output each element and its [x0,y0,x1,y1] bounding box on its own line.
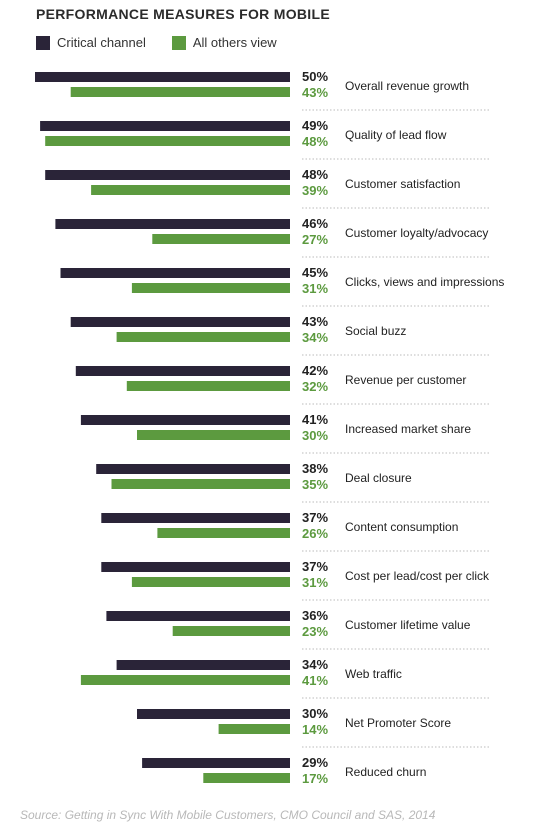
value-label-critical-2: 48% [302,167,328,182]
value-label-others-13: 14% [302,722,328,737]
bar-others-11 [172,626,290,636]
legend-item-critical: Critical channel [36,35,146,50]
category-label-10: Cost per lead/cost per click [345,569,490,583]
legend-swatch-critical [36,35,50,50]
value-label-others-0: 43% [302,85,328,100]
category-label-6: Revenue per customer [345,373,466,387]
value-label-critical-5: 43% [302,314,328,329]
bar-others-14 [203,773,290,783]
value-label-critical-8: 38% [302,461,328,476]
value-label-critical-13: 30% [302,706,328,721]
bar-others-6 [126,381,290,391]
value-label-critical-10: 37% [302,559,328,574]
value-label-critical-1: 49% [302,118,328,133]
legend-label-others: All others view [192,35,277,50]
value-label-critical-3: 46% [302,216,328,231]
bar-others-7 [137,430,290,440]
bar-critical-3 [55,219,291,229]
value-label-others-14: 17% [302,771,328,786]
bar-others-5 [116,332,290,342]
value-label-critical-14: 29% [302,755,328,770]
value-label-critical-0: 50% [302,69,328,84]
bar-critical-7 [80,415,291,425]
bar-critical-9 [101,513,290,523]
value-label-others-2: 39% [302,183,328,198]
bar-others-13 [218,724,290,734]
category-label-13: Net Promoter Score [345,716,451,730]
value-label-critical-12: 34% [302,657,328,672]
category-label-14: Reduced churn [345,765,426,779]
bar-others-9 [157,528,290,538]
category-label-3: Customer loyalty/advocacy [345,226,488,240]
bar-critical-4 [60,268,290,278]
bar-others-8 [111,479,290,489]
bar-others-1 [45,136,291,146]
value-label-others-5: 34% [302,330,328,345]
value-label-others-10: 31% [302,575,328,590]
value-label-critical-4: 45% [302,265,328,280]
value-label-others-1: 48% [302,134,328,149]
bar-critical-13 [137,709,290,719]
chart-title: PERFORMANCE MEASURES FOR MOBILE [36,6,330,22]
bar-critical-0 [35,72,290,82]
category-label-4: Clicks, views and impressions [345,275,504,289]
legend-label-critical: Critical channel [57,35,146,50]
value-label-others-4: 31% [302,281,328,296]
bar-others-3 [152,234,290,244]
category-label-1: Quality of lead flow [345,128,447,142]
legend-swatch-others [171,35,186,50]
category-label-11: Customer lifetime value [345,618,471,632]
value-label-others-12: 41% [302,673,328,688]
value-label-critical-6: 42% [302,363,328,378]
bar-others-4 [131,283,290,293]
bar-critical-1 [40,121,290,131]
bar-critical-12 [116,660,290,670]
bar-critical-10 [101,562,290,572]
bar-critical-2 [45,170,291,180]
value-label-critical-7: 41% [302,412,328,427]
bar-critical-11 [106,611,291,621]
bar-others-2 [91,185,290,195]
value-label-others-11: 23% [302,624,328,639]
category-label-5: Social buzz [345,324,406,338]
value-label-others-3: 27% [302,232,328,247]
category-label-0: Overall revenue growth [345,79,469,93]
value-label-critical-9: 37% [302,510,328,525]
value-label-others-6: 32% [302,379,328,394]
category-label-7: Increased market share [345,422,471,436]
category-label-8: Deal closure [345,471,412,485]
legend: Critical channel All others view [36,35,303,50]
bar-others-10 [131,577,290,587]
bar-critical-5 [70,317,290,327]
category-label-9: Content consumption [345,520,458,534]
source-note: Source: Getting in Sync With Mobile Cust… [20,808,436,822]
value-label-others-9: 26% [302,526,328,541]
bar-critical-6 [75,366,290,376]
bar-critical-14 [142,758,290,768]
category-label-2: Customer satisfaction [345,177,460,191]
value-label-critical-11: 36% [302,608,328,623]
bar-critical-8 [96,464,290,474]
bar-others-0 [70,87,290,97]
value-label-others-8: 35% [302,477,328,492]
category-label-12: Web traffic [345,667,402,681]
bar-others-12 [80,675,291,685]
legend-item-others: All others view [171,35,277,50]
value-label-others-7: 30% [302,428,328,443]
